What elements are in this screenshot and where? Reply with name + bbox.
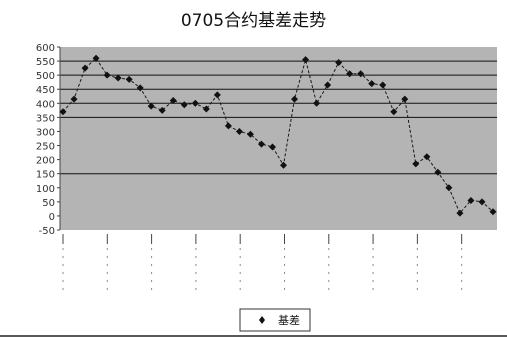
data-point xyxy=(147,102,155,110)
y-tick-label: 250 xyxy=(36,142,55,153)
data-point xyxy=(445,184,453,192)
y-tick-label: 100 xyxy=(36,184,55,195)
data-point xyxy=(412,160,420,168)
data-point xyxy=(456,209,464,217)
data-point xyxy=(401,95,409,103)
data-point xyxy=(478,198,486,206)
y-tick-label: 550 xyxy=(36,57,55,68)
data-point xyxy=(346,70,354,78)
chart-title: 0705合约基差走势 xyxy=(180,11,327,31)
y-tick-label: 200 xyxy=(36,156,55,167)
data-point xyxy=(92,54,100,62)
y-tick-label: 150 xyxy=(36,170,55,181)
data-point xyxy=(202,105,210,113)
y-tick-label: 300 xyxy=(36,127,55,138)
data-point xyxy=(467,196,475,204)
x-axis-ticks xyxy=(62,234,463,292)
data-point xyxy=(114,74,122,82)
data-point xyxy=(335,58,343,66)
y-tick-label: 50 xyxy=(42,198,55,209)
y-tick-label: 400 xyxy=(36,99,55,110)
data-point xyxy=(390,108,398,116)
data-point xyxy=(169,96,177,104)
legend-label: 基差 xyxy=(278,313,300,327)
data-point xyxy=(191,99,199,107)
data-point xyxy=(81,64,89,72)
data-point xyxy=(368,80,376,88)
data-point xyxy=(213,91,221,99)
data-point xyxy=(59,108,67,116)
data-point xyxy=(268,143,276,151)
data-point xyxy=(257,140,265,148)
data-point xyxy=(313,99,321,107)
y-tick-label: 450 xyxy=(36,85,55,96)
legend-box xyxy=(239,308,311,332)
data-point xyxy=(291,95,299,103)
y-tick-label: -50 xyxy=(39,226,55,237)
legend: 基差 xyxy=(239,308,311,332)
data-point xyxy=(357,70,365,78)
data-point xyxy=(180,101,188,109)
y-tick-label: 600 xyxy=(36,43,55,54)
data-point xyxy=(224,122,232,130)
y-tick-label: 0 xyxy=(49,212,55,223)
data-point xyxy=(125,75,133,83)
data-point xyxy=(324,81,332,89)
y-tick-label: 500 xyxy=(36,71,55,82)
data-point xyxy=(103,71,111,79)
series-markers xyxy=(59,54,497,217)
y-tick-label: 350 xyxy=(36,113,55,124)
gridlines xyxy=(60,60,497,175)
data-point xyxy=(136,84,144,92)
data-point xyxy=(379,81,387,89)
data-point xyxy=(302,56,310,64)
data-point xyxy=(158,106,166,114)
data-point xyxy=(70,95,78,103)
diamond-marker-icon xyxy=(259,316,265,324)
data-point xyxy=(423,153,431,161)
plot-area xyxy=(60,47,497,230)
data-point xyxy=(246,130,254,138)
data-point xyxy=(280,161,288,169)
data-point xyxy=(434,168,442,176)
data-point xyxy=(489,208,497,216)
data-point xyxy=(235,127,243,135)
series-line xyxy=(62,57,494,215)
